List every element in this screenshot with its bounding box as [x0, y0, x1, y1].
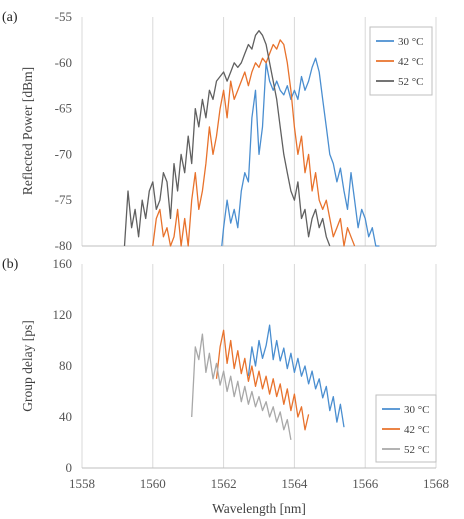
y-tick-label-a: -75: [55, 192, 72, 207]
legend-b: 30 °C 42 °C 52 °C: [375, 394, 437, 463]
y-tick-label-b: 40: [59, 409, 72, 424]
legend-label-a-2: 52 °C: [398, 76, 424, 88]
y-axis-title-b: Group delay [ps]: [20, 320, 35, 411]
x-tick-label-b: 1560: [140, 476, 166, 491]
legend-a: 30 °C 42 °C 52 °C: [369, 26, 433, 96]
legend-label-a-1: 42 °C: [398, 56, 424, 68]
y-axis-title-a: Reflected Power [dBm]: [20, 67, 35, 195]
y-tick-label-a: -65: [55, 101, 72, 116]
y-tick-label-a: -60: [55, 55, 72, 70]
y-tick-label-b: 120: [53, 307, 73, 322]
y-tick-label-b: 160: [53, 256, 73, 271]
series-line-a-1: [152, 39, 356, 247]
series-line-b-1: [215, 329, 310, 431]
legend-label-b-0: 30 °C: [404, 404, 430, 416]
legend-label-a-0: 30 °C: [398, 36, 424, 48]
legend-box-a: [369, 26, 433, 96]
panel-letter-b: (b): [2, 257, 19, 272]
x-tick-label-b: 1566: [352, 476, 379, 491]
panel-a: (a) -55 -60 -65 -70 -75 -80 Reflected Power [d…: [2, 9, 437, 253]
x-tick-label-b: 1562: [211, 476, 237, 491]
x-axis-title-b: Wavelength [nm]: [212, 501, 306, 516]
x-tick-label-b: 1564: [281, 476, 308, 491]
series-line-a-0: [221, 57, 380, 247]
y-tick-label-b: 0: [66, 460, 73, 475]
y-tick-label-a: -80: [55, 238, 72, 253]
series-line-a-2: [123, 30, 331, 247]
panel-letter-a: (a): [2, 10, 18, 25]
series-line-b-2: [191, 333, 292, 441]
y-tick-label-b: 80: [59, 358, 72, 373]
panel-b: (b) 0 40 80 120 160 1558 1560 1562 1564 1566 1568 G…: [2, 256, 449, 516]
y-tick-label-a: -55: [55, 9, 72, 24]
series-line-b-0: [247, 324, 345, 428]
y-tick-label-a: -70: [55, 146, 72, 161]
legend-label-b-2: 52 °C: [404, 444, 430, 456]
legend-label-b-1: 42 °C: [404, 424, 430, 436]
x-tick-label-b: 1558: [69, 476, 95, 491]
x-tick-label-b: 1568: [423, 476, 449, 491]
